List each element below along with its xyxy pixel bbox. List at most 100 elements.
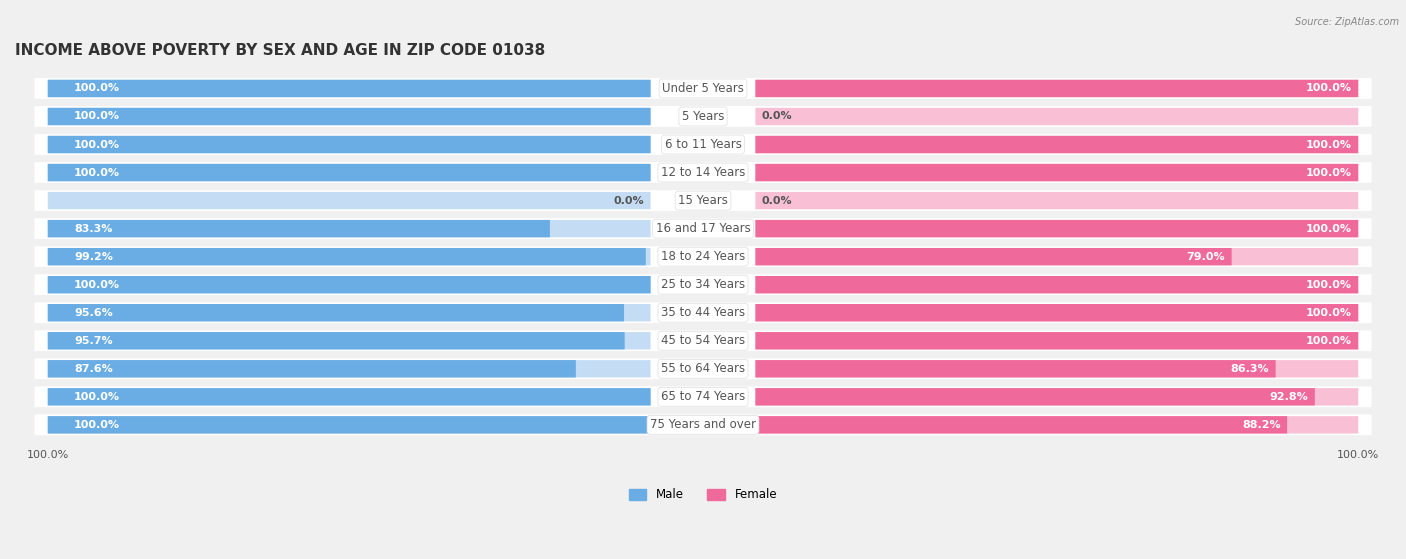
FancyBboxPatch shape xyxy=(48,164,651,181)
FancyBboxPatch shape xyxy=(48,248,645,266)
FancyBboxPatch shape xyxy=(35,106,1371,127)
FancyBboxPatch shape xyxy=(48,388,651,405)
FancyBboxPatch shape xyxy=(755,276,1358,293)
FancyBboxPatch shape xyxy=(48,416,651,434)
FancyBboxPatch shape xyxy=(48,276,651,293)
Text: 100.0%: 100.0% xyxy=(75,420,120,430)
FancyBboxPatch shape xyxy=(48,304,624,321)
Text: 65 to 74 Years: 65 to 74 Years xyxy=(661,390,745,404)
FancyBboxPatch shape xyxy=(35,78,1371,99)
FancyBboxPatch shape xyxy=(35,162,1371,183)
FancyBboxPatch shape xyxy=(48,80,651,97)
FancyBboxPatch shape xyxy=(35,190,1371,211)
Text: 87.6%: 87.6% xyxy=(75,364,112,374)
Text: 16 and 17 Years: 16 and 17 Years xyxy=(655,222,751,235)
Text: Under 5 Years: Under 5 Years xyxy=(662,82,744,95)
FancyBboxPatch shape xyxy=(755,332,1358,349)
Text: 99.2%: 99.2% xyxy=(75,252,112,262)
FancyBboxPatch shape xyxy=(755,304,1358,321)
Text: 55 to 64 Years: 55 to 64 Years xyxy=(661,362,745,375)
Text: 95.7%: 95.7% xyxy=(75,336,112,346)
FancyBboxPatch shape xyxy=(755,332,1358,349)
FancyBboxPatch shape xyxy=(48,360,651,377)
FancyBboxPatch shape xyxy=(755,360,1275,377)
FancyBboxPatch shape xyxy=(48,332,651,349)
FancyBboxPatch shape xyxy=(755,136,1358,153)
FancyBboxPatch shape xyxy=(755,416,1286,434)
FancyBboxPatch shape xyxy=(48,388,651,405)
FancyBboxPatch shape xyxy=(755,416,1358,434)
FancyBboxPatch shape xyxy=(35,218,1371,239)
FancyBboxPatch shape xyxy=(35,274,1371,295)
FancyBboxPatch shape xyxy=(48,136,651,153)
FancyBboxPatch shape xyxy=(48,164,651,181)
Text: 75 Years and over: 75 Years and over xyxy=(650,418,756,432)
FancyBboxPatch shape xyxy=(35,358,1371,379)
FancyBboxPatch shape xyxy=(755,220,1358,238)
Text: 86.3%: 86.3% xyxy=(1230,364,1270,374)
Text: 100.0%: 100.0% xyxy=(75,392,120,402)
FancyBboxPatch shape xyxy=(755,108,1358,125)
Text: 100.0%: 100.0% xyxy=(1306,224,1351,234)
Text: Source: ZipAtlas.com: Source: ZipAtlas.com xyxy=(1295,17,1399,27)
FancyBboxPatch shape xyxy=(48,360,576,377)
Text: 100.0%: 100.0% xyxy=(1306,83,1351,93)
FancyBboxPatch shape xyxy=(48,108,651,125)
FancyBboxPatch shape xyxy=(48,220,651,238)
FancyBboxPatch shape xyxy=(755,304,1358,321)
FancyBboxPatch shape xyxy=(755,164,1358,181)
FancyBboxPatch shape xyxy=(35,386,1371,407)
FancyBboxPatch shape xyxy=(755,388,1315,405)
FancyBboxPatch shape xyxy=(35,302,1371,323)
Text: 83.3%: 83.3% xyxy=(75,224,112,234)
Text: 45 to 54 Years: 45 to 54 Years xyxy=(661,334,745,347)
Text: 100.0%: 100.0% xyxy=(75,83,120,93)
FancyBboxPatch shape xyxy=(755,360,1358,377)
FancyBboxPatch shape xyxy=(48,248,651,266)
FancyBboxPatch shape xyxy=(48,332,624,349)
FancyBboxPatch shape xyxy=(755,220,1358,238)
FancyBboxPatch shape xyxy=(48,192,651,209)
Text: 100.0%: 100.0% xyxy=(1306,140,1351,149)
FancyBboxPatch shape xyxy=(48,416,651,434)
Text: 100.0%: 100.0% xyxy=(1306,307,1351,318)
FancyBboxPatch shape xyxy=(35,247,1371,267)
FancyBboxPatch shape xyxy=(48,136,651,153)
FancyBboxPatch shape xyxy=(755,388,1358,405)
Text: 25 to 34 Years: 25 to 34 Years xyxy=(661,278,745,291)
Text: 100.0%: 100.0% xyxy=(75,140,120,149)
FancyBboxPatch shape xyxy=(755,248,1358,266)
FancyBboxPatch shape xyxy=(755,164,1358,181)
Text: 12 to 14 Years: 12 to 14 Years xyxy=(661,166,745,179)
FancyBboxPatch shape xyxy=(48,304,651,321)
Text: INCOME ABOVE POVERTY BY SEX AND AGE IN ZIP CODE 01038: INCOME ABOVE POVERTY BY SEX AND AGE IN Z… xyxy=(15,43,546,58)
Text: 100.0%: 100.0% xyxy=(1306,336,1351,346)
FancyBboxPatch shape xyxy=(48,220,550,238)
FancyBboxPatch shape xyxy=(48,108,651,125)
Text: 100.0%: 100.0% xyxy=(1306,280,1351,290)
FancyBboxPatch shape xyxy=(755,80,1358,97)
FancyBboxPatch shape xyxy=(755,136,1358,153)
Text: 0.0%: 0.0% xyxy=(762,196,793,206)
Text: 88.2%: 88.2% xyxy=(1241,420,1281,430)
FancyBboxPatch shape xyxy=(755,80,1358,97)
Text: 6 to 11 Years: 6 to 11 Years xyxy=(665,138,741,151)
Text: 100.0%: 100.0% xyxy=(75,168,120,178)
FancyBboxPatch shape xyxy=(35,330,1371,351)
Text: 92.8%: 92.8% xyxy=(1270,392,1308,402)
FancyBboxPatch shape xyxy=(48,276,651,293)
FancyBboxPatch shape xyxy=(48,80,651,97)
Text: 18 to 24 Years: 18 to 24 Years xyxy=(661,250,745,263)
Text: 100.0%: 100.0% xyxy=(1306,168,1351,178)
Text: 15 Years: 15 Years xyxy=(678,194,728,207)
Text: 0.0%: 0.0% xyxy=(762,111,793,121)
FancyBboxPatch shape xyxy=(755,192,1358,209)
Text: 0.0%: 0.0% xyxy=(613,196,644,206)
FancyBboxPatch shape xyxy=(755,248,1232,266)
Legend: Male, Female: Male, Female xyxy=(624,484,782,506)
Text: 95.6%: 95.6% xyxy=(75,307,112,318)
Text: 100.0%: 100.0% xyxy=(75,280,120,290)
Text: 5 Years: 5 Years xyxy=(682,110,724,123)
Text: 79.0%: 79.0% xyxy=(1187,252,1225,262)
FancyBboxPatch shape xyxy=(35,414,1371,435)
